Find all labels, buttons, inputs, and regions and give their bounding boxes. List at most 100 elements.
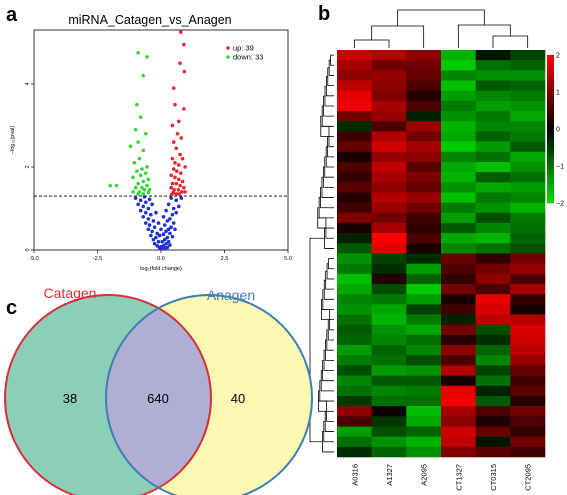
heatmap-cell: [406, 436, 442, 448]
x-tick-label: 0.0: [157, 256, 165, 262]
heatmap-cell: [371, 233, 407, 244]
point-nonsignificant: [151, 237, 156, 242]
heatmap-cell: [441, 436, 476, 448]
point-nonsignificant: [146, 206, 151, 211]
color-key-segment: [547, 184, 554, 189]
heatmap-cell: [510, 161, 546, 173]
venn-set-label-catagen: Catagen: [44, 285, 97, 301]
color-key-segment: [547, 147, 554, 152]
point-nonsignificant: [171, 221, 176, 225]
heatmap-cell: [475, 314, 511, 326]
heatmap-cell: [475, 141, 511, 153]
color-key-segment: [547, 80, 554, 85]
point-up: [179, 171, 183, 176]
heatmap-cell: [475, 273, 511, 285]
heatmap-cell: [337, 436, 372, 448]
heatmap-cell: [510, 60, 546, 71]
heatmap-cell: [475, 131, 511, 142]
heatmap-cell: [371, 80, 407, 91]
column-dendrogram-branch: [353, 39, 390, 48]
heatmap-cell: [337, 426, 372, 437]
heatmap-cell: [475, 355, 511, 366]
color-key-segment: [547, 154, 554, 159]
heatmap-cell: [475, 436, 511, 448]
heatmap-cell: [371, 182, 407, 193]
color-key-segment: [547, 84, 554, 89]
point-down: [114, 183, 119, 188]
panel-label-b: b: [318, 3, 331, 25]
volcano-plot: miRNA_Catagen_vs_Anagen -5.0 -2.5 0.0 2.5 5.0…: [10, 13, 292, 272]
heatmap-cell: [441, 406, 476, 417]
point-nonsignificant: [150, 202, 154, 207]
color-key-label: 0: [556, 127, 560, 134]
color-key-segment: [547, 195, 554, 200]
heatmap-cell: [510, 416, 546, 427]
heatmap-cell: [371, 90, 407, 102]
venn-overlap-fill: [106, 295, 211, 495]
point-nonsignificant: [168, 217, 172, 221]
y-tick-label: 4: [25, 82, 31, 85]
heatmap-cell: [475, 151, 511, 163]
heatmap-cell: [441, 284, 476, 295]
point-down: [135, 102, 139, 107]
point-up: [179, 30, 183, 34]
heatmap-cell: [371, 50, 407, 61]
color-key-label: −1: [556, 164, 564, 171]
column-dendrogram-branch: [330, 54, 334, 66]
heatmap-cell: [475, 416, 511, 427]
heatmap-cell: [510, 222, 546, 234]
point-nonsignificant: [164, 208, 168, 213]
heatmap-cell: [441, 212, 476, 224]
heatmap-cell: [510, 334, 546, 346]
point-up: [174, 169, 179, 173]
color-key-segment: [547, 199, 554, 204]
heatmap-cell: [371, 365, 407, 376]
heatmap-cell: [371, 355, 407, 366]
point-nonsignificant: [150, 229, 154, 234]
point-nonsignificant: [149, 233, 153, 238]
point-nonsignificant: [159, 227, 163, 232]
heatmap-cell: [406, 426, 442, 437]
heatmap-cell: [406, 324, 442, 336]
point-up: [169, 173, 173, 178]
heatmap-cell: [406, 151, 442, 163]
heatmap-cell: [371, 273, 407, 285]
heatmap-cell: [441, 273, 476, 285]
heatmap-cell: [371, 416, 407, 427]
point-nonsignificant: [166, 202, 171, 207]
heatmap-cell: [406, 345, 442, 356]
heatmap-cell: [475, 70, 511, 81]
heatmap-cell: [406, 263, 442, 275]
heatmap-cell: [337, 253, 372, 264]
point-nonsignificant: [157, 233, 162, 238]
column-label: CT2095: [524, 464, 533, 491]
point-up: [180, 156, 185, 161]
point-up: [171, 86, 176, 90]
point-down: [141, 148, 146, 153]
heatmap-cell: [371, 436, 407, 448]
column-label: A2095: [420, 464, 429, 486]
heatmap-cell: [441, 60, 476, 71]
point-nonsignificant: [136, 202, 140, 207]
point-up: [176, 163, 181, 167]
point-nonsignificant: [156, 239, 161, 244]
heatmap-cell: [510, 324, 546, 336]
heatmap-cell: [510, 294, 546, 305]
heatmap-cell: [441, 222, 476, 234]
heatmap-cell: [337, 111, 372, 122]
color-key-segment: [547, 129, 554, 133]
column-dendrogram-branch: [327, 67, 334, 87]
heatmap-cell: [441, 172, 476, 183]
point-down: [136, 51, 140, 55]
color-key-segment: [547, 69, 554, 74]
heatmap-cell: [475, 60, 511, 71]
heatmap-cell: [441, 426, 476, 437]
heatmap: A0316 A1327 A2095 CT1327 CT0315 CT2095 2 1 0 −1 −2: [309, 9, 564, 491]
point-down: [133, 185, 138, 190]
heatmap-cell: [371, 253, 407, 264]
point-nonsignificant: [147, 223, 152, 227]
heatmap-cell: [406, 182, 442, 193]
heatmap-cell: [441, 334, 476, 346]
heatmap-cell: [441, 294, 476, 305]
